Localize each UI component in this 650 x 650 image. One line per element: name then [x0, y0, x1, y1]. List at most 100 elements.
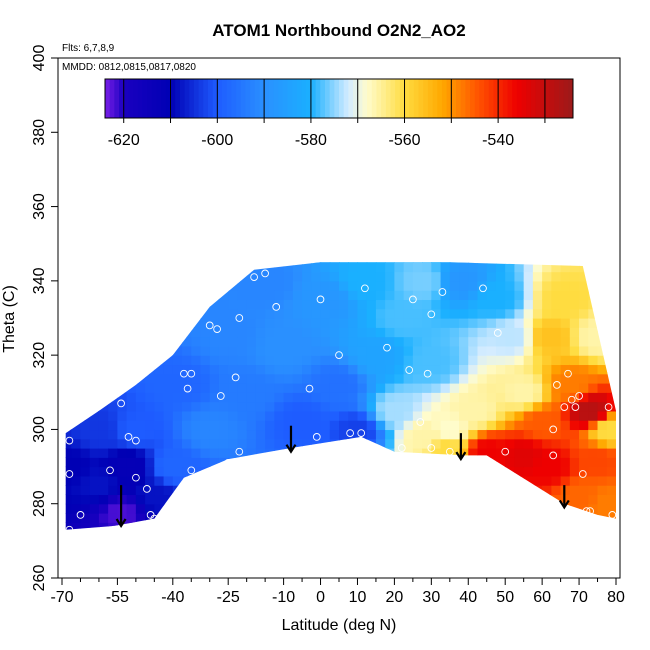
field-cell	[431, 280, 442, 291]
field-cell	[495, 513, 506, 523]
field-cell	[579, 308, 589, 319]
field-cell	[311, 355, 322, 366]
field-cell	[348, 262, 359, 263]
field-cell	[265, 290, 275, 301]
field-cell	[459, 410, 469, 421]
field-cell	[237, 280, 248, 291]
field-cell	[449, 429, 460, 440]
field-cell	[514, 308, 525, 319]
field-cell	[329, 308, 340, 319]
field-cell	[551, 299, 562, 310]
field-cell	[311, 318, 322, 328]
field-cell	[329, 513, 340, 523]
field-cell	[366, 448, 377, 458]
field-cell	[524, 244, 534, 254]
field-cell	[597, 410, 608, 421]
field-cell	[200, 280, 211, 291]
field-cell	[265, 494, 275, 505]
field-cell	[560, 420, 571, 431]
field-cell	[339, 336, 349, 347]
field-cell	[117, 336, 128, 347]
field-cell	[172, 345, 183, 356]
field-cell	[532, 410, 543, 421]
field-cell	[191, 290, 202, 301]
field-cell	[292, 420, 303, 431]
field-cell	[228, 373, 239, 384]
field-cell	[477, 503, 488, 514]
field-cell	[449, 466, 460, 477]
field-cell	[265, 327, 275, 338]
field-cell	[588, 318, 599, 328]
observation-marker	[312, 433, 321, 441]
field-cell	[71, 271, 82, 282]
field-cell	[172, 364, 183, 375]
field-cell	[606, 485, 616, 496]
field-cell	[65, 475, 72, 486]
field-cell	[505, 494, 516, 505]
field-cell	[385, 513, 395, 523]
field-cell	[542, 271, 552, 282]
field-cell	[523, 401, 534, 412]
field-cell	[89, 466, 100, 477]
field-cell	[302, 271, 312, 282]
field-cell	[422, 420, 432, 431]
field-cell	[237, 485, 248, 496]
field-cell	[514, 401, 525, 412]
field-cell	[117, 475, 128, 486]
field-cell	[542, 308, 552, 319]
observation-marker	[416, 418, 425, 426]
field-cell	[579, 392, 589, 403]
field-cell	[514, 262, 525, 273]
field-cell	[385, 364, 395, 375]
field-cell	[413, 244, 423, 254]
field-cell	[237, 438, 248, 449]
field-cell	[569, 494, 580, 505]
field-cell	[182, 336, 192, 347]
field-cell	[606, 345, 616, 356]
field-cell	[459, 485, 469, 496]
field-cell	[459, 308, 469, 319]
field-cell	[597, 392, 608, 403]
field-cell	[117, 262, 128, 273]
colorbar-segment	[390, 79, 396, 118]
field-cell	[375, 420, 386, 431]
field-cell	[588, 410, 599, 421]
field-cell	[495, 308, 506, 319]
descent-arrow	[558, 485, 570, 510]
field-cell	[163, 280, 174, 291]
field-cell	[505, 318, 516, 328]
field-cell	[468, 392, 479, 403]
field-cell	[440, 475, 451, 486]
field-cell	[366, 262, 377, 263]
field-cell	[542, 327, 552, 338]
observation-marker	[357, 429, 366, 437]
field-cell	[551, 373, 562, 384]
field-cell	[394, 290, 405, 301]
field-cell	[145, 373, 155, 384]
colorbar-segment	[193, 79, 200, 118]
field-cell	[385, 262, 395, 263]
field-cell	[172, 448, 183, 458]
field-cell	[394, 513, 405, 523]
field-cell	[98, 420, 109, 431]
field-cell	[422, 532, 432, 542]
colorbar-segment	[268, 79, 274, 118]
field-cell	[403, 373, 414, 384]
field-cell	[210, 244, 220, 254]
field-cell	[468, 457, 479, 468]
field-cell	[89, 308, 100, 319]
field-cell	[542, 401, 552, 412]
field-cell	[560, 485, 571, 496]
field-cell	[65, 410, 72, 421]
field-cell	[468, 513, 479, 523]
field-cell	[422, 327, 432, 338]
field-cell	[302, 448, 312, 458]
field-cell	[412, 262, 423, 273]
field-cell	[394, 466, 405, 477]
field-cell	[431, 513, 442, 523]
field-cell	[394, 336, 405, 347]
field-cell	[237, 262, 248, 273]
field-cell	[505, 336, 516, 347]
field-cell	[182, 244, 192, 254]
observation-marker	[76, 511, 85, 519]
